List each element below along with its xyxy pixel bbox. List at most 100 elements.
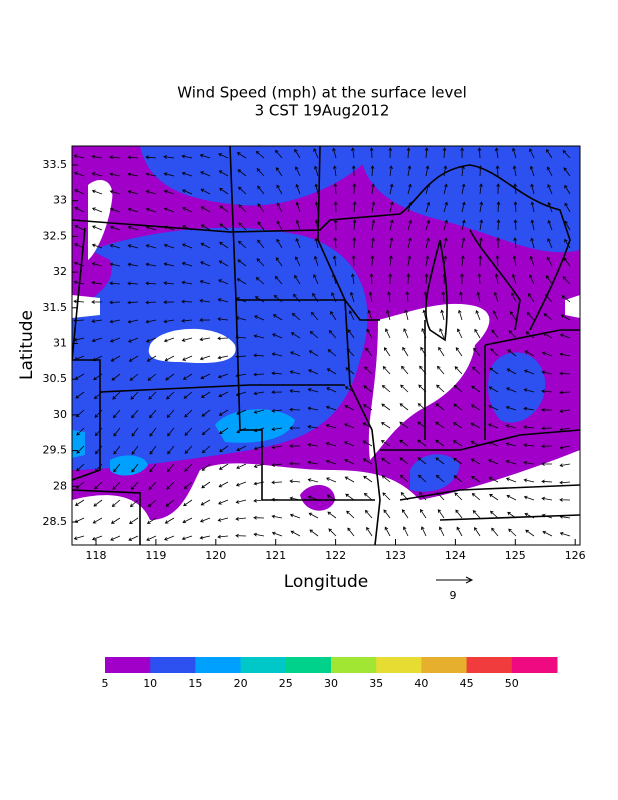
wind-arrow: [76, 445, 85, 454]
wind-arrow: [145, 207, 157, 213]
wind-arrow: [109, 300, 121, 305]
wind-arrow: [74, 243, 85, 249]
x-tick-label: 120: [205, 549, 226, 562]
wind-arrow: [93, 499, 103, 507]
wind-arrow: [218, 499, 229, 505]
wind-arrow: [271, 531, 283, 537]
wind-arrow: [435, 457, 445, 465]
wind-arrow: [523, 478, 535, 483]
wind-arrow: [236, 297, 247, 303]
wind-arrow: [488, 476, 499, 483]
wind-arrow: [399, 403, 409, 411]
wind-arrow: [110, 535, 121, 541]
wind-arrow: [91, 535, 103, 541]
wind-arrow: [407, 255, 412, 267]
colorbar-swatch: [331, 657, 377, 673]
wind-arrow: [547, 219, 553, 231]
wind-arrow: [418, 491, 427, 501]
wind-arrow: [399, 457, 409, 465]
wind-arrow: [163, 225, 175, 231]
wind-arrow: [489, 510, 499, 519]
wind-arrow: [346, 510, 355, 519]
wind-arrow: [383, 509, 391, 519]
wind-arrow: [362, 458, 373, 465]
wind-arrow: [328, 528, 337, 537]
wind-arrow: [201, 409, 211, 417]
wind-arrow: [289, 426, 301, 430]
wind-arrow: [92, 207, 103, 213]
wind-arrow: [181, 171, 193, 177]
wind-arrow: [370, 255, 375, 267]
wind-arrow: [181, 337, 193, 342]
wind-arrow: [488, 459, 499, 465]
wind-arrow: [253, 353, 265, 358]
wind-arrow: [146, 517, 157, 524]
wind-arrow: [236, 463, 247, 469]
wind-arrow: [219, 241, 229, 249]
wind-arrow: [184, 409, 193, 418]
wind-arrow: [327, 349, 337, 357]
wind-arrow: [346, 348, 355, 357]
wind-arrow: [295, 201, 301, 213]
wind-arrow: [529, 255, 535, 267]
wind-arrow: [564, 238, 571, 249]
wind-arrow: [479, 201, 484, 213]
wind-arrow: [530, 237, 535, 249]
wind-arrow: [399, 421, 409, 429]
wind-arrow: [407, 219, 413, 231]
wind-arrow: [547, 201, 553, 213]
wind-arrow: [236, 427, 247, 434]
wind-arrow: [545, 275, 553, 285]
wind-arrow: [387, 291, 391, 303]
wind-arrow: [490, 348, 499, 357]
wind-arrow: [110, 355, 121, 362]
wind-arrow: [127, 155, 139, 160]
colorbar-label: 25: [279, 677, 293, 690]
wind-arrow: [488, 405, 499, 411]
wind-arrow: [402, 526, 409, 537]
wind-arrow: [271, 497, 283, 502]
wind-arrow: [370, 165, 375, 177]
wind-arrow: [362, 440, 373, 447]
wind-arrow: [253, 391, 265, 396]
wind-arrow: [275, 167, 283, 177]
wind-arrow: [383, 347, 391, 357]
wind-arrow: [147, 499, 157, 508]
wind-arrow: [369, 273, 374, 285]
wind-arrow: [237, 259, 247, 267]
wind-arrow: [181, 280, 193, 285]
wind-arrow: [454, 366, 463, 375]
wind-arrow: [307, 406, 319, 411]
wind-arrow: [199, 337, 211, 342]
wind-arrow: [488, 386, 499, 393]
wind-arrow: [475, 309, 481, 321]
wind-arrow: [559, 497, 571, 502]
wind-arrow: [127, 244, 139, 249]
wind-arrow: [131, 463, 139, 473]
wind-arrow: [238, 240, 247, 249]
wind-arrow: [505, 405, 517, 411]
wind-arrow: [325, 405, 337, 411]
wind-arrow: [345, 367, 355, 375]
wind-arrow: [559, 371, 571, 376]
wind-arrow: [163, 262, 175, 267]
wind-arrow: [349, 291, 355, 303]
wind-arrow: [94, 481, 103, 490]
wind-arrow: [496, 237, 500, 249]
wind-arrow: [385, 328, 391, 339]
wind-arrow: [74, 189, 85, 195]
x-tick-label: 121: [265, 549, 286, 562]
subtitle: 3 CST 19Aug2012: [255, 102, 390, 120]
wind-arrow: [253, 409, 265, 414]
wind-arrow: [559, 409, 571, 413]
wind-arrow: [313, 148, 319, 159]
wind-arrow: [437, 365, 445, 375]
wind-arrow: [493, 291, 499, 303]
wind-arrow: [442, 147, 447, 159]
wind-arrow: [145, 300, 157, 305]
wind-arrow: [525, 331, 535, 339]
wind-arrow: [111, 499, 121, 507]
wind-arrow: [74, 206, 85, 213]
wind-arrow: [109, 262, 121, 267]
wind-arrow: [326, 387, 337, 393]
